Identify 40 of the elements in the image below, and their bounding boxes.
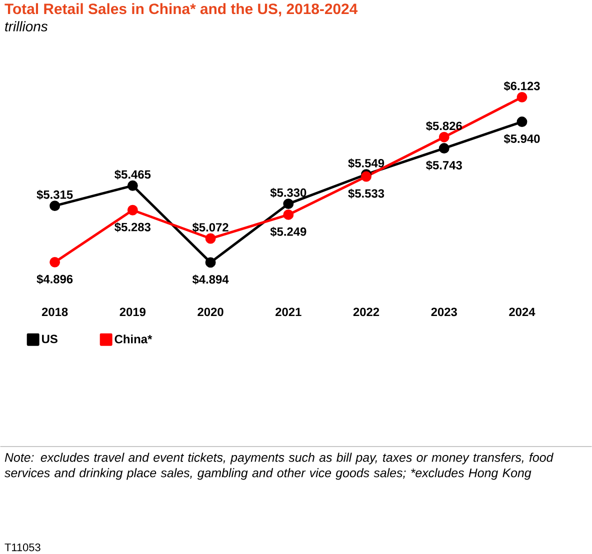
data-label: $5.283 <box>114 222 151 232</box>
x-tick-label: 2023 <box>431 307 457 316</box>
point <box>438 142 450 154</box>
data-label: $5.549 <box>348 158 384 168</box>
x-tick-label: 2021 <box>276 307 302 316</box>
data-label: $5.072 <box>192 222 228 232</box>
chart-subtitle: trillions <box>5 20 48 32</box>
text: T11053 <box>4 543 40 552</box>
point <box>205 257 216 268</box>
point <box>283 198 294 209</box>
point <box>50 256 60 268</box>
data-label: $5.826 <box>426 120 462 131</box>
point <box>516 116 528 127</box>
x-tick-label: 2018 <box>42 307 68 316</box>
x-tick-label: 2019 <box>120 307 146 316</box>
data-label: $4.894 <box>192 274 229 284</box>
data-label: $5.743 <box>426 160 462 170</box>
legend-label: US <box>42 334 58 343</box>
data-label: $5.249 <box>270 226 306 236</box>
x-tick-label: 2020 <box>198 307 224 316</box>
point <box>205 233 216 244</box>
chart-title: Total Retail Sales in China* and the US, 2018-2024 <box>4 2 358 16</box>
point <box>361 171 372 182</box>
data-label: $6.123 <box>504 81 540 91</box>
point <box>283 209 294 220</box>
x-tick-label: 2024 <box>509 307 536 316</box>
point <box>127 180 138 191</box>
data-label: $5.940 <box>504 134 540 144</box>
data-label: $5.533 <box>348 188 384 198</box>
text: Note: excludes travel and event tickets, payments such as bill pay, taxes or money transfers, food services and drinking place sales, gambling and other vice goods sales; *excludes Hong Kong <box>4 452 554 480</box>
data-label: $4.896 <box>36 274 73 284</box>
point <box>127 204 138 216</box>
point <box>438 132 450 142</box>
legend-label: China* <box>114 334 152 344</box>
x-tick-label: 2022 <box>353 307 380 316</box>
data-label: $5.330 <box>270 188 306 198</box>
point <box>50 200 60 211</box>
point <box>516 92 528 102</box>
data-label: $5.465 <box>114 170 151 180</box>
data-label: $5.315 <box>36 190 73 200</box>
